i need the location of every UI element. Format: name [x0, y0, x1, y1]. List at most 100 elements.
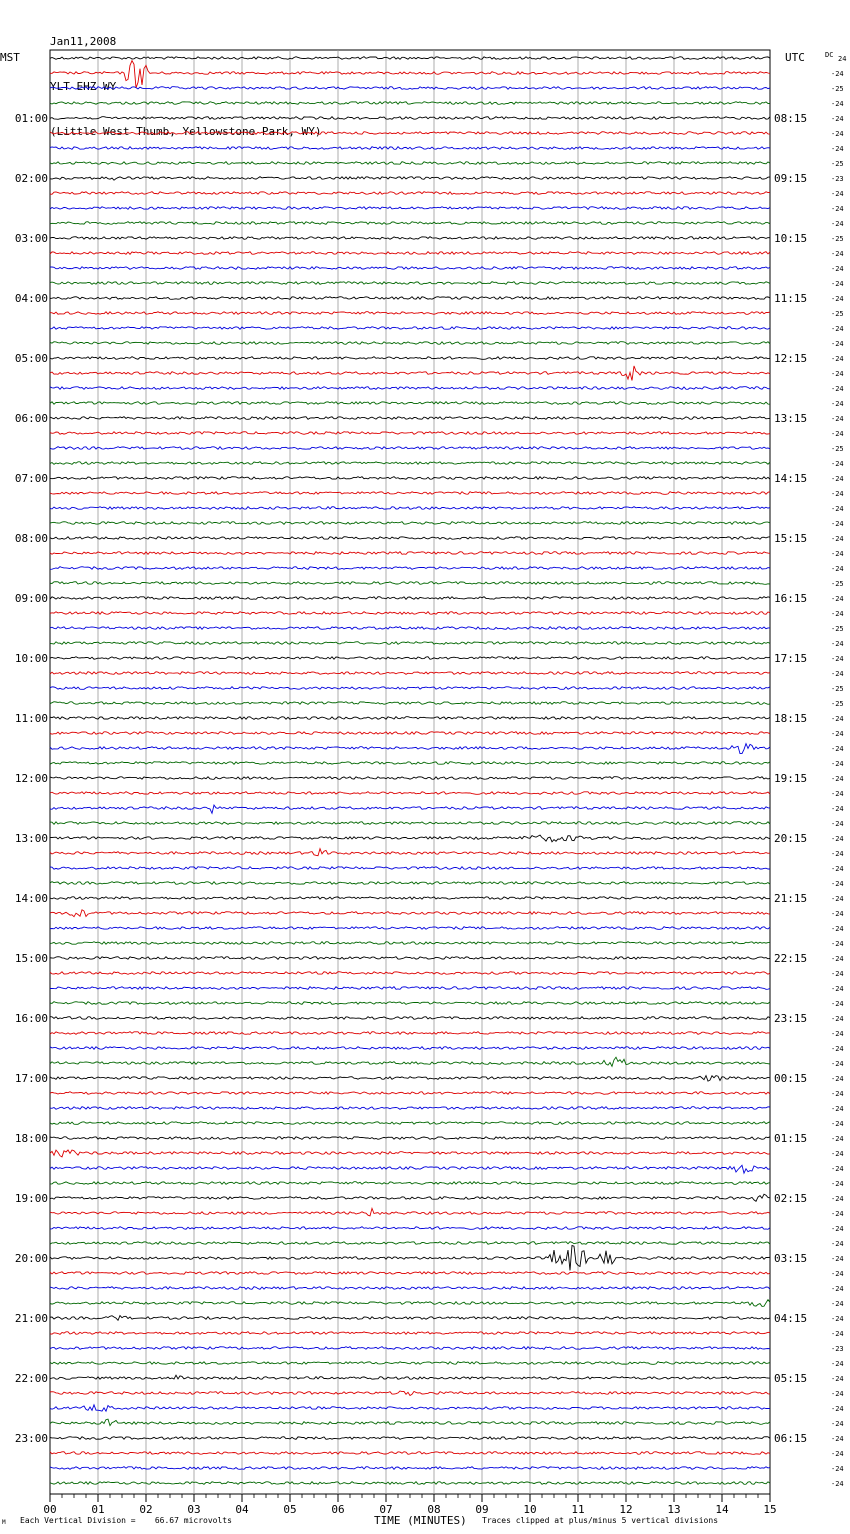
seismic-trace: [49, 1314, 771, 1322]
dc-offset-label: -24: [831, 220, 844, 228]
seismic-trace: [49, 56, 771, 60]
dc-offset-label: -24: [831, 745, 844, 753]
dc-offset-label: -24: [831, 355, 844, 363]
seismic-trace: [49, 1374, 771, 1380]
dc-offset-label: -25: [831, 700, 844, 708]
seismic-trace: [49, 1361, 771, 1365]
seismic-trace: [49, 296, 771, 300]
mst-hour-label: 05:00: [15, 352, 48, 365]
seismic-trace: [49, 1390, 771, 1397]
seismic-trace: [49, 506, 771, 510]
dc-offset-label: -24: [831, 385, 844, 393]
seismic-trace: [49, 1016, 771, 1020]
seismic-trace: [49, 521, 771, 525]
left-zone-label: MST: [0, 51, 20, 64]
dc-offset-label: -24: [831, 205, 844, 213]
dc-offset-label: -24: [831, 1390, 844, 1398]
mst-hour-label: 12:00: [15, 772, 48, 785]
x-tick-label: 04: [235, 1503, 249, 1516]
dc-offset-label: -24: [831, 1330, 844, 1338]
dc-offset-label: -24: [831, 115, 844, 123]
dc-offset-label: -24: [831, 1075, 844, 1083]
mst-hour-label: 13:00: [15, 832, 48, 845]
dc-offset-label: -24: [831, 1420, 844, 1428]
seismic-trace: [49, 686, 771, 690]
mst-hour-label: 06:00: [15, 412, 48, 425]
seismic-trace: [49, 1244, 771, 1271]
x-tick-label: 01: [91, 1503, 104, 1516]
dc-offset-label: -24: [831, 460, 844, 468]
utc-hour-label: 15:15: [774, 532, 807, 545]
seismic-trace: [49, 641, 771, 645]
dc-offset-label: -24: [831, 535, 844, 543]
utc-hour-label: 11:15: [774, 292, 807, 305]
seismic-trace: [49, 566, 771, 570]
utc-hour-label: 01:15: [774, 1132, 807, 1145]
seismic-trace: [49, 1403, 771, 1413]
utc-hour-label: 03:15: [774, 1252, 807, 1265]
dc-offset-label: -24: [831, 805, 844, 813]
utc-hour-label: 12:15: [774, 352, 807, 365]
dc-offset-label: -24: [831, 1150, 844, 1158]
seismic-trace: [49, 146, 771, 151]
dc-offset-label: -25: [831, 625, 844, 633]
mst-hour-label: 14:00: [15, 892, 48, 905]
x-tick-label: 10: [523, 1503, 536, 1516]
seismic-trace: [49, 341, 771, 345]
dc-offset-label: -24: [831, 775, 844, 783]
utc-hour-label: 17:15: [774, 652, 807, 665]
utc-hour-label: 06:15: [774, 1432, 807, 1445]
dc-offset-label: -23: [831, 1345, 844, 1353]
dc-offset-label: -24: [831, 130, 844, 138]
dc-offset-label: -24: [831, 265, 844, 273]
seismic-trace: [49, 326, 771, 330]
dc-offset-label: -24: [831, 940, 844, 948]
grid-layer: [49, 49, 771, 1502]
dc-offset-label: 24: [838, 55, 846, 63]
seismic-trace: [49, 1298, 771, 1307]
utc-hour-label: 21:15: [774, 892, 807, 905]
seismic-trace: [49, 1106, 771, 1110]
scale-note: Each Vertical Division = 66.67 microvolt…: [20, 1516, 232, 1525]
seismic-trace: [49, 251, 771, 256]
seismic-trace: [49, 1056, 771, 1068]
seismic-trace: [49, 461, 771, 465]
seismic-trace: [49, 551, 771, 556]
seismic-trace: [49, 834, 771, 843]
seismic-trace: [49, 701, 771, 705]
seismic-trace: [49, 926, 771, 930]
label-layer: MST UTC DC TIME (MINUTES) Each Vertical …: [0, 51, 846, 1527]
seismic-trace: [49, 656, 771, 660]
seismic-trace: [49, 956, 771, 960]
seismic-trace: [49, 191, 771, 195]
x-tick-label: 08: [427, 1503, 440, 1516]
mst-hour-label: 08:00: [15, 532, 48, 545]
dc-offset-label: -25: [831, 85, 844, 93]
seismic-trace: [49, 1286, 771, 1290]
seismic-trace: [49, 731, 771, 735]
seismic-trace: [49, 896, 771, 900]
seismic-trace: [49, 1466, 771, 1470]
seismic-trace: [49, 909, 771, 918]
mst-hour-label: 19:00: [15, 1192, 48, 1205]
dc-offset-label: -24: [831, 1105, 844, 1113]
dc-offset-label: -24: [831, 715, 844, 723]
utc-hour-label: 05:15: [774, 1372, 807, 1385]
dc-offset-label: -24: [831, 910, 844, 918]
dc-offset-label: -24: [831, 1240, 844, 1248]
seismic-trace: [49, 401, 771, 405]
x-tick-label: 03: [187, 1503, 200, 1516]
dc-offset-label: -24: [831, 1375, 844, 1383]
dc-offset-label: -24: [831, 1000, 844, 1008]
header-date: Jan11,2008: [50, 35, 117, 48]
dc-offset-label: -24: [831, 880, 844, 888]
seismic-trace: [49, 59, 771, 89]
dc-offset-label: -24: [831, 1195, 844, 1203]
dc-offset-label: -24: [831, 250, 844, 258]
seismic-trace: [49, 116, 771, 120]
dc-offset-label: -24: [831, 835, 844, 843]
plot-frame: [49, 49, 771, 1495]
seismic-trace: [49, 1001, 771, 1005]
mst-hour-label: 20:00: [15, 1252, 48, 1265]
mst-hour-label: 15:00: [15, 952, 48, 965]
